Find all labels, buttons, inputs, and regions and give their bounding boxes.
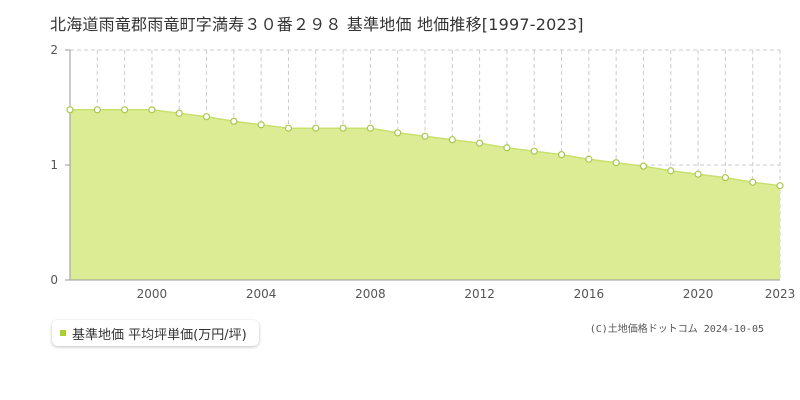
chart-title: 北海道雨竜郡雨竜町字満寿３０番２９８ 基準地価 地価推移[1997-2023] [50,15,584,34]
data-point [667,167,675,175]
y-tick-label: 0 [50,273,58,287]
y-tick-label: 1 [50,158,58,172]
data-point [557,151,566,159]
x-tick-label: 2004 [246,287,277,301]
data-point [776,182,784,190]
data-point [749,178,757,186]
data-point [448,136,456,144]
data-point [476,139,484,147]
x-tick-label: 2000 [137,287,168,301]
x-tick-label: 2016 [574,287,605,301]
data-point [148,106,156,114]
data-point [66,106,74,114]
y-tick-label: 2 [50,43,58,57]
data-point [121,106,129,114]
data-point [202,113,211,121]
label-layer: 0 1 2 2000 2004 2008 2012 2016 2020 2023 [50,43,795,301]
legend: 基準地価 平均坪単価(万円/坪) [52,320,259,346]
copyright-text: (C)土地価格ドットコム 2024-10-05 [589,324,764,335]
legend-swatch [60,330,66,336]
data-point [230,117,238,125]
data-point [175,109,183,117]
x-tick-label: 2008 [355,287,386,301]
data-point [93,106,101,114]
data-point [612,159,620,167]
data-point [639,162,648,170]
series-area [70,109,780,280]
x-tick-label: 2020 [683,287,714,301]
data-point [530,147,538,155]
point-layer [66,106,784,190]
data-point [721,174,729,182]
legend-label: 基準地価 平均坪単価(万円/坪) [72,327,247,343]
x-tick-label: 2023 [765,287,796,301]
data-point [312,124,320,132]
axis-layer [65,49,780,281]
data-point [257,121,265,129]
data-point [503,144,511,152]
data-point [339,124,347,132]
x-tick-label: 2012 [464,287,495,301]
data-point [284,124,293,132]
data-point [585,155,593,163]
data-point [394,129,402,137]
data-point [421,132,429,140]
data-point [694,170,702,178]
data-point [366,124,374,132]
